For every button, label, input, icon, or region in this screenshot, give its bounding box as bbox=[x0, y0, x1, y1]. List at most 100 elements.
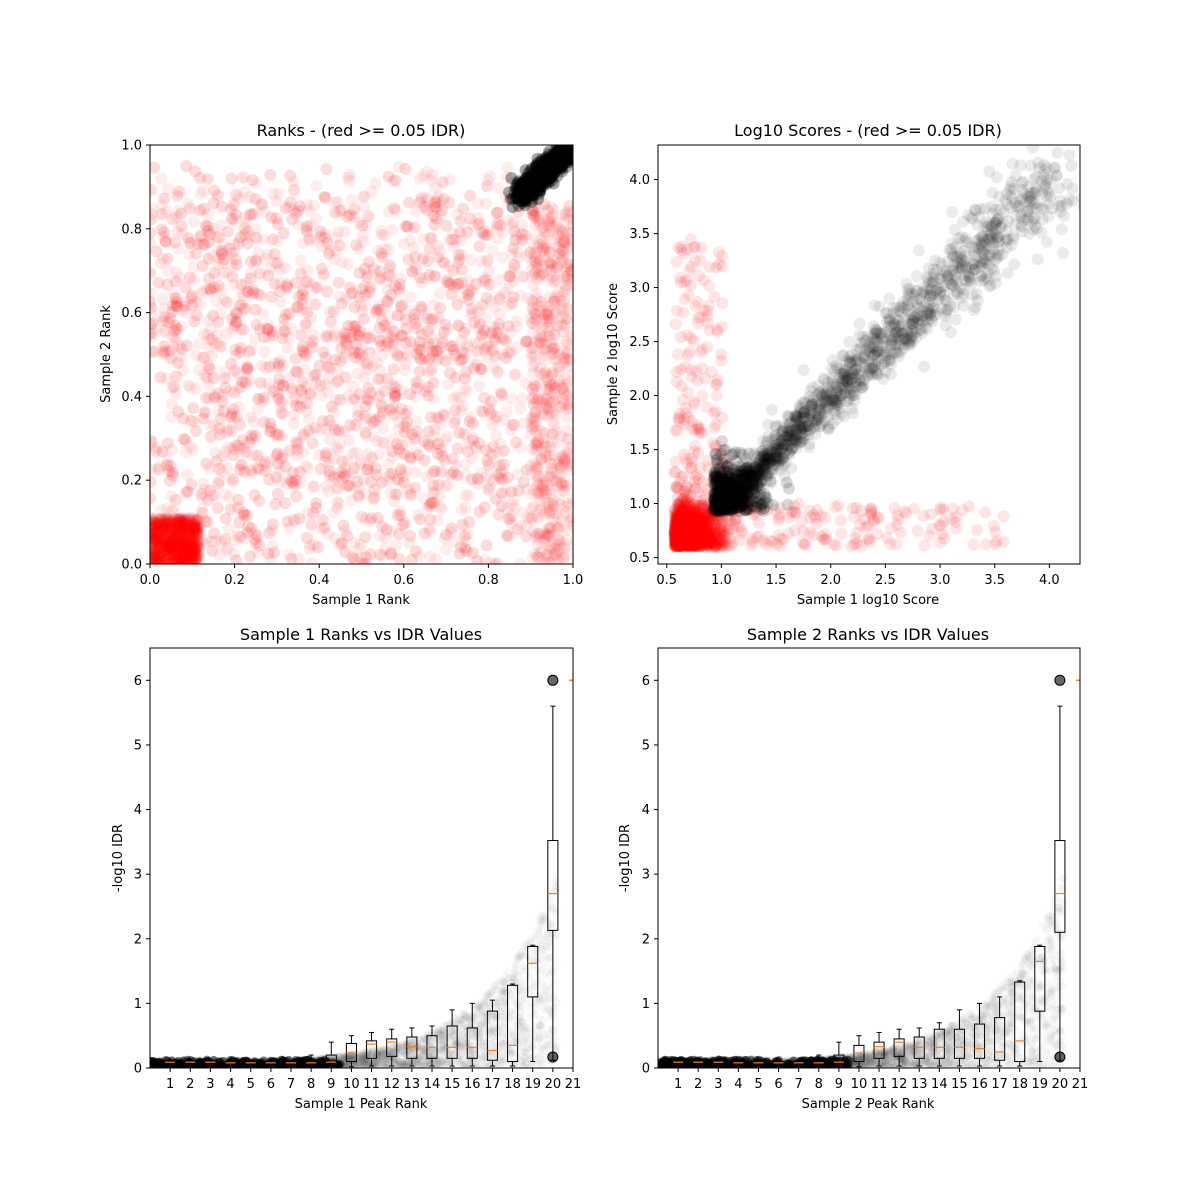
rank-point-fail bbox=[194, 298, 207, 311]
rank-point-fail bbox=[150, 556, 160, 564]
rank-point-fail bbox=[432, 251, 445, 264]
rank-point-fail bbox=[485, 448, 498, 461]
rank-point-fail bbox=[158, 324, 171, 337]
rank-point-fail bbox=[150, 522, 159, 535]
rank-point-fail bbox=[150, 532, 162, 545]
rank-point-fail bbox=[251, 462, 264, 475]
rank-point-fail bbox=[299, 276, 312, 289]
rank-point-fail bbox=[434, 209, 447, 222]
rank-point-fail bbox=[167, 535, 180, 548]
rank-point-fail bbox=[191, 523, 204, 536]
rank-point-fail bbox=[189, 544, 202, 557]
rank-point-fail bbox=[236, 375, 249, 388]
rank-point-fail bbox=[422, 438, 435, 451]
rank-point-fail bbox=[353, 347, 366, 360]
rank-point-fail bbox=[180, 544, 193, 557]
rank-point-fail bbox=[349, 351, 362, 364]
rank-point-fail bbox=[359, 551, 372, 564]
rank-point-fail bbox=[410, 376, 423, 389]
rank-point-fail bbox=[188, 529, 201, 542]
rank-point-fail bbox=[189, 524, 202, 537]
rank-point-fail bbox=[315, 389, 328, 402]
rank-point-fail bbox=[345, 494, 358, 507]
rank-point-fail bbox=[540, 307, 553, 320]
rank-point-fail bbox=[169, 519, 182, 532]
rank-point-fail bbox=[173, 556, 186, 564]
rank-point-fail bbox=[150, 549, 157, 562]
rank-point-fail bbox=[375, 349, 388, 362]
rank-point-fail bbox=[373, 332, 386, 345]
rank-point-fail bbox=[150, 515, 158, 528]
rank-point-fail bbox=[543, 220, 556, 233]
rank-point-fail bbox=[359, 426, 372, 439]
rank-point-fail bbox=[178, 541, 191, 554]
rank-point-fail bbox=[538, 249, 551, 262]
rank-point-fail bbox=[207, 419, 220, 432]
rank-point-fail bbox=[215, 283, 228, 296]
rank-point-fail bbox=[158, 553, 171, 564]
rank-point-fail bbox=[150, 527, 158, 540]
rank-point-fail bbox=[432, 412, 445, 425]
rank-point-fail bbox=[201, 516, 214, 529]
rank-point-fail bbox=[219, 381, 232, 394]
rank-point-fail bbox=[167, 287, 180, 300]
rank-point-fail bbox=[455, 334, 468, 347]
rank-point-fail bbox=[169, 299, 182, 312]
rank-point-fail bbox=[154, 518, 167, 531]
rank-point-fail bbox=[346, 380, 359, 393]
rank-point-fail bbox=[182, 541, 195, 554]
rank-point-fail bbox=[166, 554, 179, 564]
rank-point-fail bbox=[254, 455, 267, 468]
rank-point-fail bbox=[212, 316, 225, 329]
rank-point-fail bbox=[172, 538, 185, 551]
rank-point-fail bbox=[150, 550, 159, 563]
rank-point-fail bbox=[188, 521, 201, 534]
rank-point-fail bbox=[361, 463, 374, 476]
rank-point-fail bbox=[171, 526, 184, 539]
rank-point-fail bbox=[473, 240, 486, 253]
rank-point-fail bbox=[413, 172, 426, 185]
rank-point-fail bbox=[153, 556, 166, 564]
rank-point-fail bbox=[183, 529, 196, 542]
rank-point-fail bbox=[352, 346, 365, 359]
rank-point-fail bbox=[163, 550, 176, 563]
rank-point-fail bbox=[177, 539, 190, 552]
rank-point-fail bbox=[154, 535, 167, 548]
rank-point-fail bbox=[481, 254, 494, 267]
rank-point-fail bbox=[183, 530, 196, 543]
rank-point-fail bbox=[164, 556, 177, 564]
rank-point-fail bbox=[556, 477, 569, 490]
rank-point-fail bbox=[164, 540, 177, 553]
rank-point-fail bbox=[150, 236, 156, 249]
rank-point-fail bbox=[446, 340, 459, 353]
rank-point-fail bbox=[168, 536, 181, 549]
rank-point-fail bbox=[404, 489, 417, 502]
rank-point-fail bbox=[339, 334, 352, 347]
rank-point-fail bbox=[178, 527, 191, 540]
rank-point-fail bbox=[159, 540, 172, 553]
rank-point-fail bbox=[402, 253, 415, 266]
rank-point-fail bbox=[258, 464, 271, 477]
rank-point-fail bbox=[205, 333, 218, 346]
rank-point-fail bbox=[413, 196, 426, 209]
rank-point-fail bbox=[171, 548, 184, 561]
rank-point-fail bbox=[176, 533, 189, 546]
rank-point-fail bbox=[478, 342, 491, 355]
rank-point-fail bbox=[150, 528, 161, 541]
rank-point-fail bbox=[497, 473, 510, 486]
rank-point-fail bbox=[285, 552, 298, 564]
rank-point-fail bbox=[150, 535, 163, 548]
rank-point-fail bbox=[150, 523, 163, 536]
rank-point-fail bbox=[384, 259, 397, 272]
rank-point-fail bbox=[158, 523, 171, 536]
rank-point-fail bbox=[189, 550, 202, 563]
rank-point-fail bbox=[184, 554, 197, 564]
rank-point-fail bbox=[184, 548, 197, 561]
rank-point-fail bbox=[158, 520, 171, 533]
rank-point-fail bbox=[521, 249, 534, 262]
rank-point-fail bbox=[397, 237, 410, 250]
rank-point-fail bbox=[295, 385, 308, 398]
rank-point-fail bbox=[537, 402, 550, 415]
rank-point-fail bbox=[171, 524, 184, 537]
rank-point-fail bbox=[177, 518, 190, 531]
